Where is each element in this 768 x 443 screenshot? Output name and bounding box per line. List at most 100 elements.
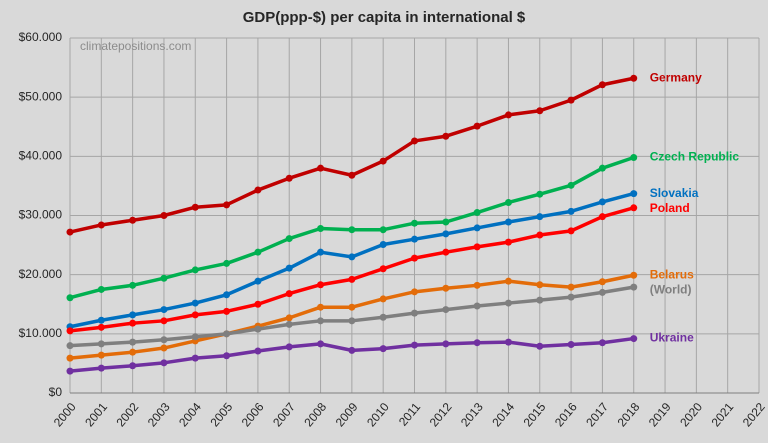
data-point [129, 362, 137, 370]
data-point [567, 340, 575, 348]
series [66, 335, 638, 375]
data-point [630, 204, 638, 212]
data-point [223, 352, 231, 360]
y-tick-label: $20.000 [19, 267, 63, 281]
data-point [536, 190, 544, 198]
data-point [473, 209, 481, 217]
data-point [504, 277, 512, 285]
data-point [411, 137, 418, 145]
data-point [129, 311, 137, 319]
data-point [129, 281, 137, 289]
data-point [317, 317, 325, 325]
data-point [160, 317, 168, 325]
legend-label: Germany [650, 70, 702, 84]
data-point [285, 174, 293, 182]
series [66, 154, 638, 302]
data-point [379, 157, 387, 165]
data-point [285, 235, 293, 243]
data-point [567, 96, 575, 104]
data-point [536, 107, 544, 115]
data-point [536, 296, 544, 304]
data-point [97, 323, 105, 331]
data-point [254, 347, 262, 355]
data-point [473, 122, 481, 130]
data-point [536, 231, 544, 239]
data-point [129, 338, 137, 346]
data-point [567, 227, 575, 235]
data-point [567, 283, 575, 291]
data-point [379, 226, 387, 234]
data-point [630, 283, 638, 291]
data-point [442, 306, 450, 314]
data-point [160, 306, 168, 314]
legend-label: Czech Republic [650, 150, 740, 164]
data-point [66, 367, 74, 375]
data-point [379, 240, 387, 248]
data-point [317, 340, 325, 348]
data-point [191, 311, 199, 319]
data-point [598, 213, 606, 221]
data-point [317, 303, 325, 311]
data-point [66, 342, 74, 350]
legend-label: (World) [650, 282, 692, 296]
data-point [191, 266, 199, 274]
chart-title: GDP(ppp-$) per capita in international $ [243, 9, 526, 26]
y-tick-label: $60.000 [19, 30, 63, 44]
data-point [254, 300, 262, 308]
data-point [129, 348, 137, 356]
data-point [442, 248, 450, 256]
data-point [348, 171, 356, 179]
data-point [504, 111, 512, 119]
data-point [567, 293, 575, 301]
data-point [317, 248, 325, 256]
data-point [567, 207, 575, 215]
data-point [285, 290, 293, 298]
data-point [348, 226, 356, 234]
data-point [191, 203, 199, 211]
data-point [442, 132, 450, 140]
data-point [160, 344, 168, 352]
data-point [223, 330, 231, 338]
data-point [598, 198, 606, 206]
data-point [191, 299, 199, 307]
series [66, 283, 638, 350]
data-point [442, 218, 450, 226]
data-point [504, 218, 512, 226]
data-point [254, 277, 262, 285]
data-point [285, 343, 293, 351]
data-point [223, 291, 231, 299]
data-point [630, 271, 638, 279]
data-point [536, 281, 544, 289]
data-point [66, 228, 74, 236]
data-point [473, 224, 481, 232]
data-point [97, 351, 105, 359]
data-point [317, 281, 325, 289]
data-point [223, 259, 231, 267]
data-point [129, 319, 137, 327]
data-point [348, 317, 356, 325]
legend-label: Belarus [650, 267, 694, 281]
data-point [191, 333, 199, 341]
data-point [504, 338, 512, 346]
data-point [285, 314, 293, 322]
data-point [160, 359, 168, 367]
data-point [473, 339, 481, 347]
data-point [598, 288, 606, 296]
legend-label: Poland [650, 201, 690, 215]
watermark: climatepositions.com [80, 39, 191, 53]
data-point [348, 275, 356, 283]
data-point [630, 154, 638, 162]
data-point [379, 345, 387, 353]
data-point [442, 284, 450, 292]
data-point [97, 340, 105, 348]
data-point [411, 288, 418, 296]
data-point [379, 265, 387, 273]
series [66, 74, 638, 236]
data-point [598, 81, 606, 89]
data-point [160, 336, 168, 344]
data-point [598, 164, 606, 172]
data-point [442, 340, 450, 348]
data-point [160, 274, 168, 282]
data-point [348, 253, 356, 261]
